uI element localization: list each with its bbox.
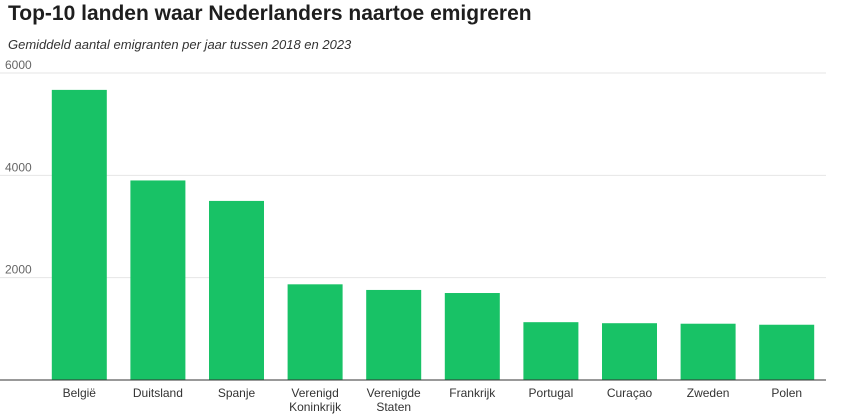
x-tick-label: Duitsland — [133, 386, 183, 400]
chart-subtitle: Gemiddeld aantal emigranten per jaar tus… — [8, 37, 352, 52]
x-tick-label: Spanje — [218, 386, 256, 400]
bar — [366, 289, 422, 380]
y-tick-label: 4000 — [5, 160, 32, 174]
y-tick-label: 6000 — [5, 58, 32, 72]
x-tick-label: Verenigd Koninkrijk — [289, 386, 342, 414]
x-tick-label: Zweden — [687, 386, 730, 400]
x-tick-label: Frankrijk — [449, 386, 496, 400]
bar — [444, 293, 500, 380]
x-tick-label: Verenigde Staten — [367, 386, 421, 414]
bar — [680, 323, 736, 380]
chart-title: Top-10 landen waar Nederlanders naartoe … — [8, 2, 532, 25]
bar — [51, 89, 107, 380]
x-tick-label: Curaçao — [607, 386, 653, 400]
bars — [51, 89, 815, 380]
bar — [523, 322, 579, 380]
bar — [287, 284, 343, 380]
y-tick-label: 2000 — [5, 263, 32, 277]
gridlines — [0, 72, 826, 279]
bar — [130, 180, 186, 380]
bar — [759, 324, 815, 380]
y-axis-ticks: 2000 4000 6000 — [5, 58, 32, 277]
bar — [602, 323, 657, 380]
bar — [209, 200, 264, 380]
x-axis-labels: België Duitsland Spanje Verenigd Koninkrijk V… — [63, 386, 802, 414]
x-tick-label: Polen — [771, 386, 802, 400]
x-tick-label: België — [63, 386, 97, 400]
x-tick-label: Portugal — [529, 386, 574, 400]
